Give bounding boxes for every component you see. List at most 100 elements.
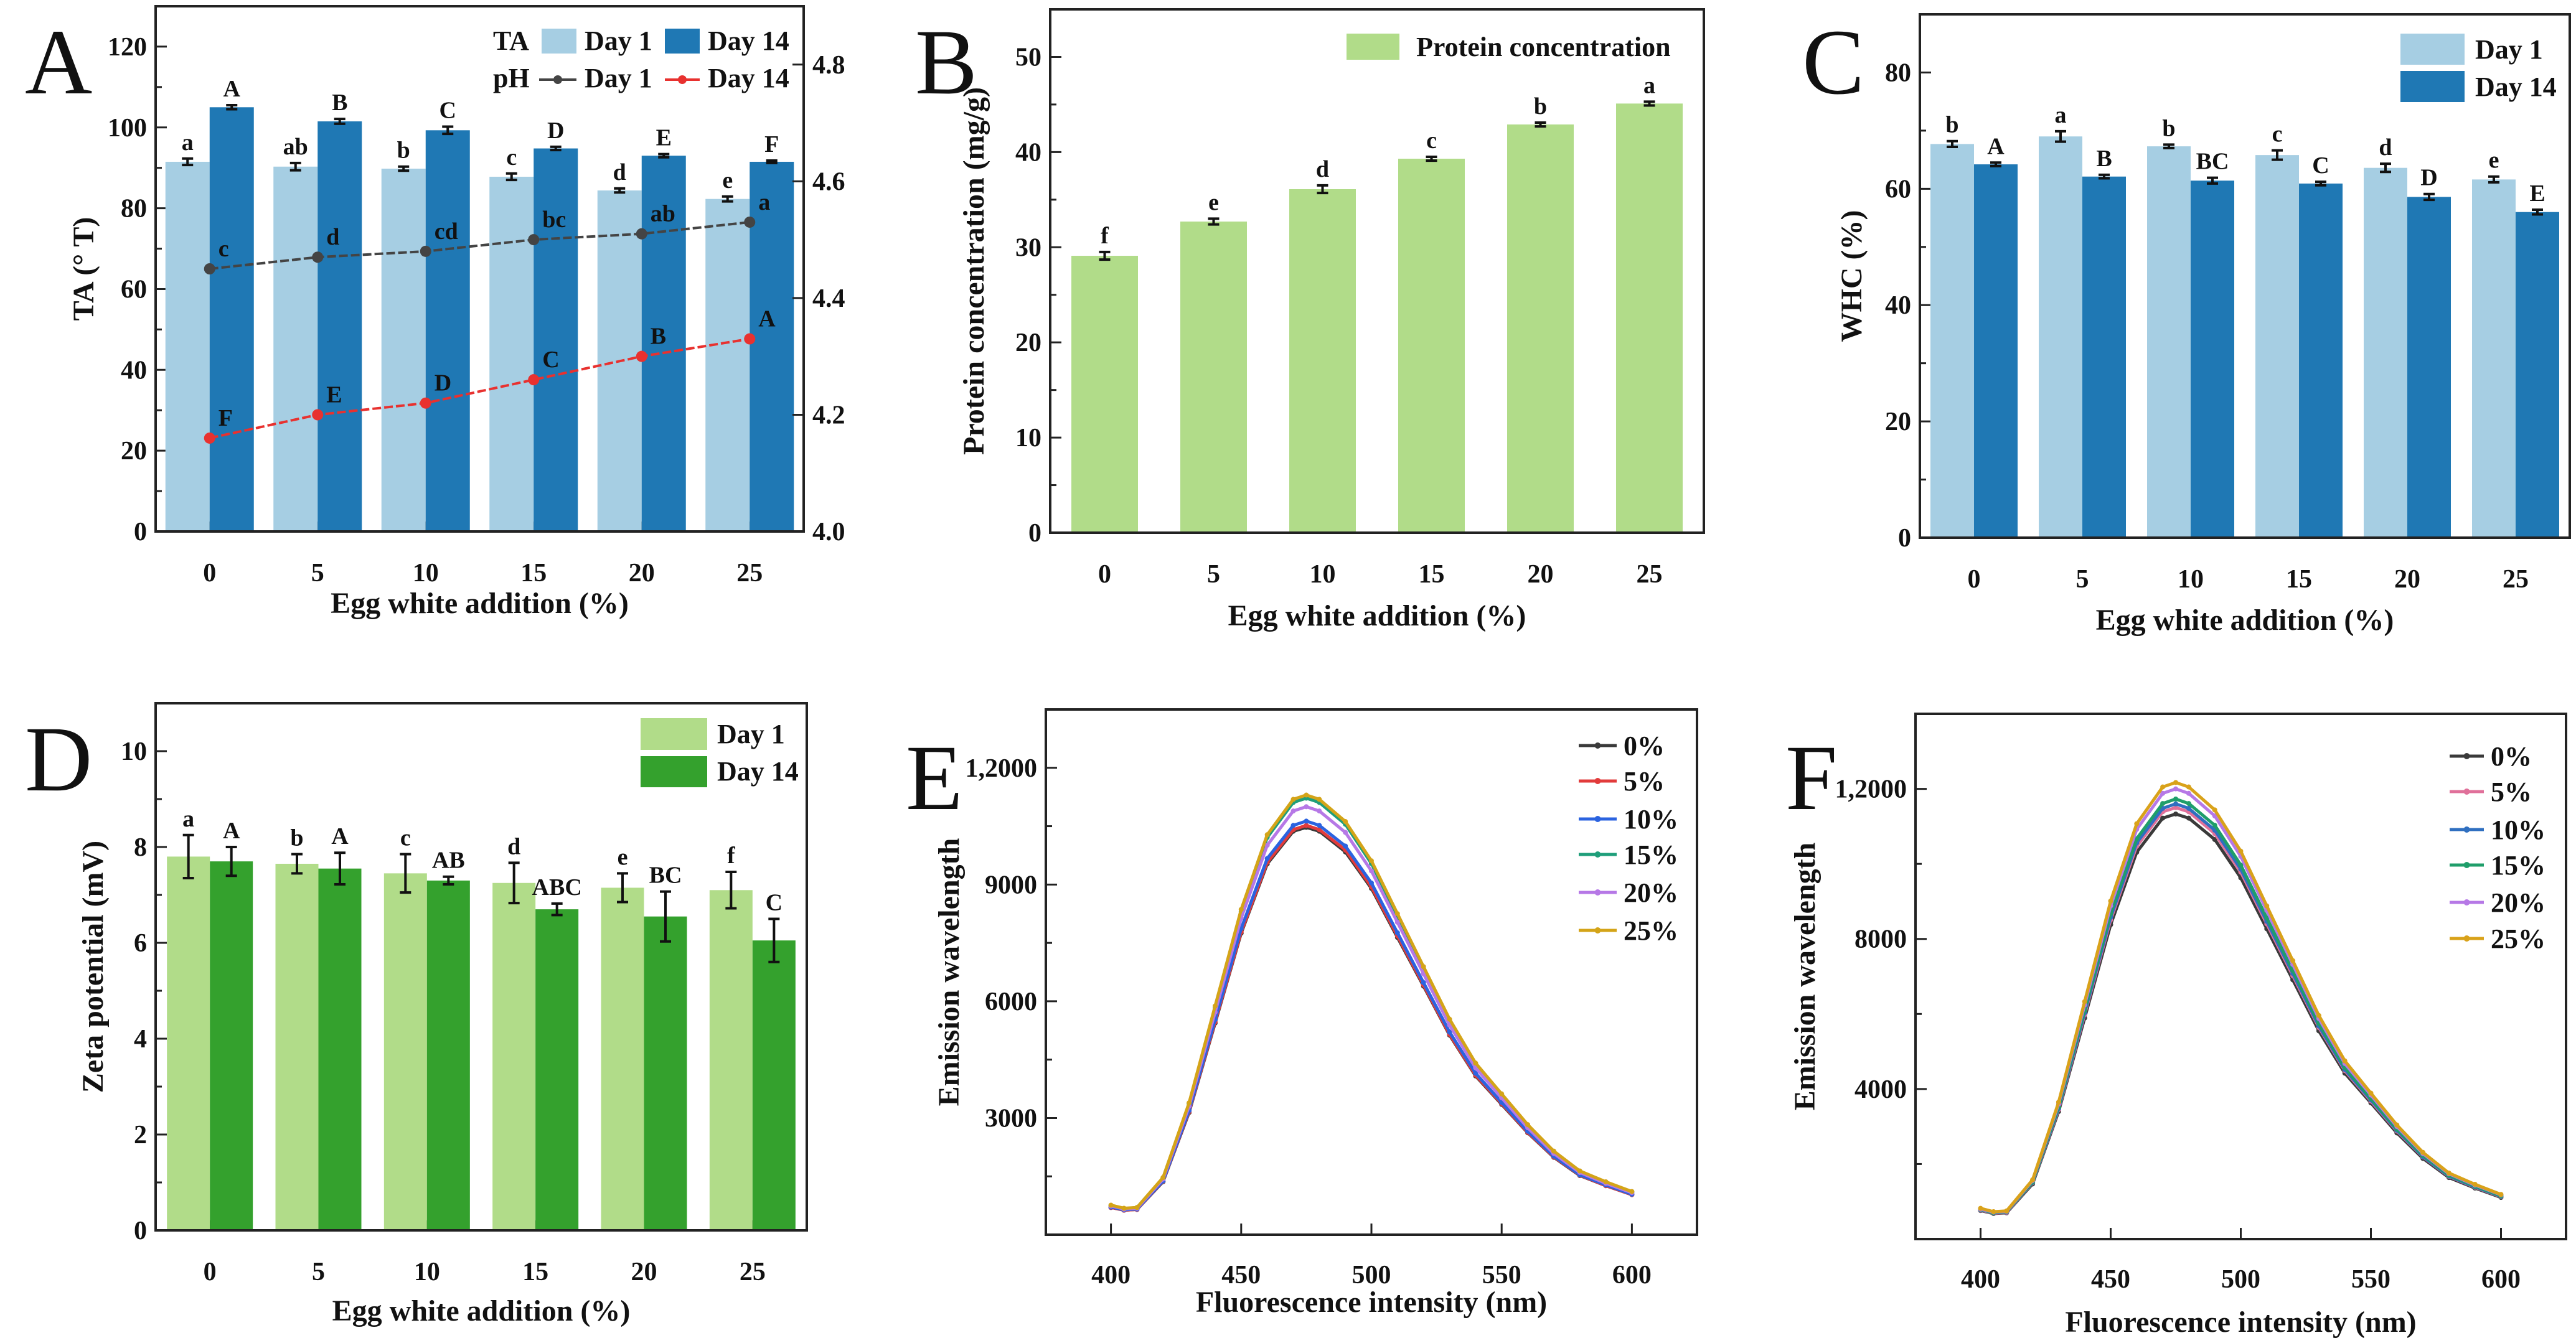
y-tick-label: 10 (1015, 424, 1041, 452)
y-tick-label: 20 (121, 437, 147, 466)
data-point (1290, 808, 1296, 814)
y-tick-label: 60 (121, 275, 147, 304)
y-tick-label: 0 (1028, 519, 1041, 548)
significance-letter: BC (2196, 149, 2229, 175)
y-tick-label: 4 (134, 1025, 147, 1054)
significance-letter: D (435, 370, 451, 396)
data-point (2056, 1099, 2061, 1105)
x-axis-title: Egg white addition (%) (1228, 599, 1526, 632)
y-tick-label: 6 (134, 929, 147, 958)
y-tick-label: 8 (134, 833, 147, 862)
x-tick-label: 0 (1968, 565, 1981, 594)
significance-letter: A (223, 76, 241, 102)
data-point (1394, 911, 1400, 917)
data-point (1603, 1179, 1609, 1184)
data-point (1317, 823, 1322, 828)
data-point (2316, 1013, 2321, 1018)
plot-frame (1045, 708, 1698, 1236)
bar (2299, 183, 2343, 538)
data-point (204, 432, 215, 444)
y2-tick-label: 4.8 (812, 51, 845, 80)
ph-line (209, 337, 750, 439)
significance-letter: e (2489, 147, 2499, 174)
significance-letter: a (182, 806, 194, 832)
plot-frame (154, 702, 808, 1232)
x-tick-label: 15 (522, 1258, 548, 1286)
data-point (1551, 1148, 1556, 1154)
x-tick-label: 25 (2503, 565, 2529, 594)
significance-letter: f (727, 843, 736, 869)
significance-letter: c (1426, 128, 1437, 154)
data-point (1121, 1205, 1127, 1211)
data-point (2186, 801, 2191, 807)
data-point (744, 333, 756, 345)
data-point (1264, 856, 1270, 861)
y2-tick-label: 4.0 (812, 518, 845, 546)
significance-letter: e (722, 167, 733, 194)
x-tick-label: 10 (2178, 565, 2204, 594)
data-point (1394, 919, 1400, 925)
y-tick-label: 10 (121, 737, 147, 766)
bar (1398, 159, 1465, 533)
bar (167, 856, 210, 1230)
legend-label: 0% (2491, 741, 2532, 772)
x-tick-label: 0 (204, 1258, 217, 1286)
significance-letter: d (2379, 134, 2392, 161)
panel-letter: F (1785, 726, 1837, 830)
x-tick-label: 10 (414, 1258, 440, 1286)
x-axis-title: Egg white addition (%) (332, 1294, 631, 1327)
bar (2191, 180, 2234, 538)
y-tick-label: 8000 (1854, 925, 1907, 954)
data-point (1499, 1091, 1505, 1097)
x-tick-label: 600 (2481, 1265, 2521, 1294)
significance-letter: B (332, 90, 347, 116)
data-point (2498, 1192, 2504, 1197)
y-axis-title: WHC (%) (1835, 210, 1868, 342)
legend-marker (1594, 816, 1601, 822)
spectrum-line (1980, 780, 2502, 1214)
x-axis-title: Egg white addition (%) (2096, 604, 2394, 637)
legend-label: Day 14 (717, 756, 799, 787)
legend-label: 5% (2491, 777, 2532, 807)
spectrum-line (1111, 793, 1633, 1210)
data-point (1343, 843, 1348, 849)
y-tick-label: 0 (1898, 524, 1911, 553)
legend-label: 20% (1624, 877, 1678, 908)
significance-letter: a (182, 129, 194, 156)
y-tick-label: 3000 (985, 1104, 1037, 1133)
significance-letter: e (618, 844, 628, 870)
significance-letter: AB (432, 848, 465, 874)
data-point (1304, 823, 1309, 828)
data-point (1421, 980, 1426, 985)
significance-letter: e (1208, 189, 1219, 215)
significance-letter: d (613, 159, 626, 185)
data-point (1187, 1100, 1192, 1106)
bar (534, 148, 578, 531)
legend-marker (1594, 927, 1601, 934)
data-point (2108, 898, 2113, 904)
y-tick-label: 100 (108, 114, 147, 143)
plot-frame (1919, 13, 2571, 539)
legend-label: Protein concentration (1416, 32, 1671, 62)
significance-letter: a (1643, 72, 1655, 98)
bar (644, 916, 687, 1230)
data-point (1304, 792, 1309, 798)
x-tick-label: 400 (1961, 1265, 2000, 1294)
data-point (2368, 1090, 2374, 1096)
bar (2039, 136, 2082, 538)
data-point (1369, 868, 1374, 874)
x-tick-label: 20 (1528, 560, 1554, 589)
data-point (1160, 1175, 1166, 1181)
y-axis-title: TA (° T) (67, 217, 100, 321)
x-tick-label: 550 (1482, 1261, 1521, 1289)
legend-swatch (641, 756, 707, 787)
legend-marker (1594, 778, 1601, 784)
bar (705, 199, 750, 531)
x-tick-label: 25 (740, 1258, 766, 1286)
bar (1930, 144, 1974, 538)
legend-swatch (2400, 71, 2465, 102)
significance-letter: c (400, 825, 411, 851)
significance-letter: a (2055, 102, 2067, 128)
data-point (1343, 819, 1348, 825)
